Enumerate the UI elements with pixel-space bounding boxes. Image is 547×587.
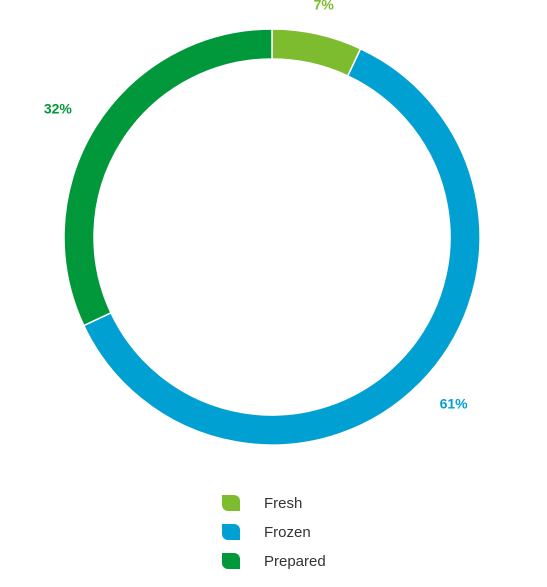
slice-prepared <box>63 28 273 327</box>
slice-label-fresh: 7% <box>314 0 335 12</box>
slice-label-prepared: 32% <box>44 101 73 117</box>
labels-group: 7% 61% 32% <box>44 0 468 411</box>
legend-swatch-prepared <box>222 553 240 569</box>
legend-label-frozen: Frozen <box>264 523 311 541</box>
legend-item-prepared: Prepared <box>222 548 326 574</box>
slice-fresh <box>271 28 362 77</box>
slices-group <box>63 28 481 446</box>
slice-frozen <box>82 47 481 446</box>
slice-label-frozen: 61% <box>440 395 469 411</box>
legend-label-prepared: Prepared <box>264 552 326 570</box>
legend-swatch-frozen <box>222 524 240 540</box>
legend-swatch-fresh <box>222 495 240 511</box>
legend-label-fresh: Fresh <box>264 494 303 512</box>
legend-item-frozen: Frozen <box>222 519 326 545</box>
legend-item-fresh: Fresh <box>222 490 326 516</box>
legend: Fresh Frozen Prepared <box>222 490 326 577</box>
